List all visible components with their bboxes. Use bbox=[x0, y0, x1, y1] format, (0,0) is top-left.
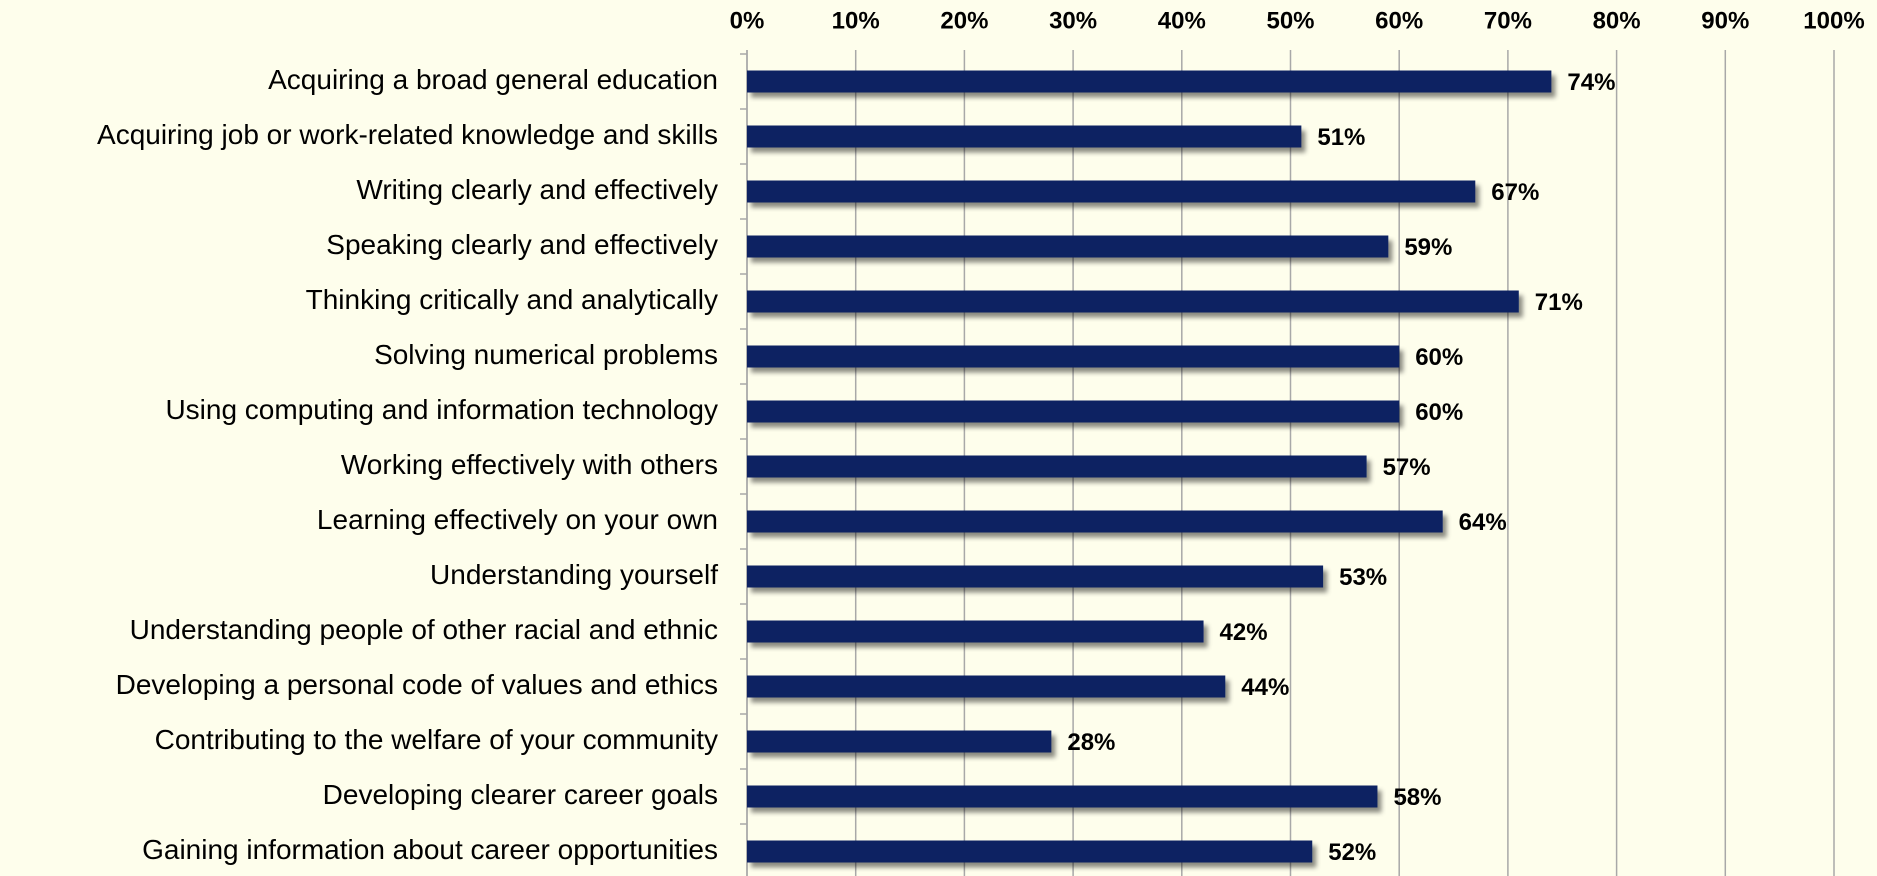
x-tick-label: 70% bbox=[1484, 7, 1532, 34]
y-tick-label: Solving numerical problems bbox=[374, 339, 718, 370]
data-label: 58% bbox=[1393, 784, 1441, 811]
data-label: 52% bbox=[1328, 839, 1376, 866]
data-label: 74% bbox=[1567, 69, 1615, 96]
x-tick-label: 0% bbox=[730, 7, 765, 34]
y-tick-label: Thinking critically and analytically bbox=[306, 284, 718, 315]
x-tick-label: 60% bbox=[1375, 7, 1423, 34]
x-tick-label: 50% bbox=[1266, 7, 1314, 34]
y-tick-label: Learning effectively on your own bbox=[317, 504, 718, 535]
y-tick-label: Contributing to the welfare of your comm… bbox=[155, 724, 718, 755]
bar bbox=[747, 290, 1519, 313]
x-tick-label: 40% bbox=[1158, 7, 1206, 34]
data-label: 42% bbox=[1220, 619, 1268, 646]
bar bbox=[747, 510, 1443, 533]
bar bbox=[747, 70, 1552, 93]
bar bbox=[747, 785, 1378, 808]
data-label: 59% bbox=[1404, 234, 1452, 261]
bar bbox=[747, 675, 1226, 698]
bar bbox=[747, 455, 1367, 478]
y-tick-label: Speaking clearly and effectively bbox=[326, 229, 718, 260]
x-tick-label: 80% bbox=[1593, 7, 1641, 34]
y-tick-label: Understanding people of other racial and… bbox=[130, 614, 718, 645]
data-label: 71% bbox=[1535, 289, 1583, 316]
data-label: 53% bbox=[1339, 564, 1387, 591]
bar bbox=[747, 620, 1204, 643]
y-tick-label: Writing clearly and effectively bbox=[356, 174, 718, 205]
data-label: 67% bbox=[1491, 179, 1539, 206]
data-label: 57% bbox=[1383, 454, 1431, 481]
data-label: 28% bbox=[1067, 729, 1115, 756]
y-tick-label: Gaining information about career opportu… bbox=[142, 834, 718, 865]
y-tick-label: Developing clearer career goals bbox=[323, 779, 718, 810]
bar bbox=[747, 345, 1400, 368]
y-tick-label: Understanding yourself bbox=[430, 559, 718, 590]
x-tick-label: 10% bbox=[832, 7, 880, 34]
x-tick-label: 30% bbox=[1049, 7, 1097, 34]
data-label: 60% bbox=[1415, 399, 1463, 426]
y-tick-label: Working effectively with others bbox=[341, 449, 718, 480]
bar bbox=[747, 730, 1052, 753]
bar bbox=[747, 125, 1302, 148]
bar bbox=[747, 840, 1313, 863]
y-tick-label: Acquiring a broad general education bbox=[268, 64, 718, 95]
x-tick-label: 20% bbox=[940, 7, 988, 34]
bar bbox=[747, 180, 1476, 203]
data-label: 51% bbox=[1317, 124, 1365, 151]
data-label: 64% bbox=[1459, 509, 1507, 536]
x-tick-label: 100% bbox=[1803, 7, 1864, 34]
y-tick-label: Acquiring job or work-related knowledge … bbox=[97, 119, 718, 150]
x-tick-label: 90% bbox=[1701, 7, 1749, 34]
y-tick-label: Using computing and information technolo… bbox=[165, 394, 718, 425]
data-label: 44% bbox=[1241, 674, 1289, 701]
y-tick-label: Developing a personal code of values and… bbox=[116, 669, 718, 700]
bar bbox=[747, 565, 1324, 588]
bar bbox=[747, 235, 1389, 258]
bar bbox=[747, 400, 1400, 423]
data-label: 60% bbox=[1415, 344, 1463, 371]
